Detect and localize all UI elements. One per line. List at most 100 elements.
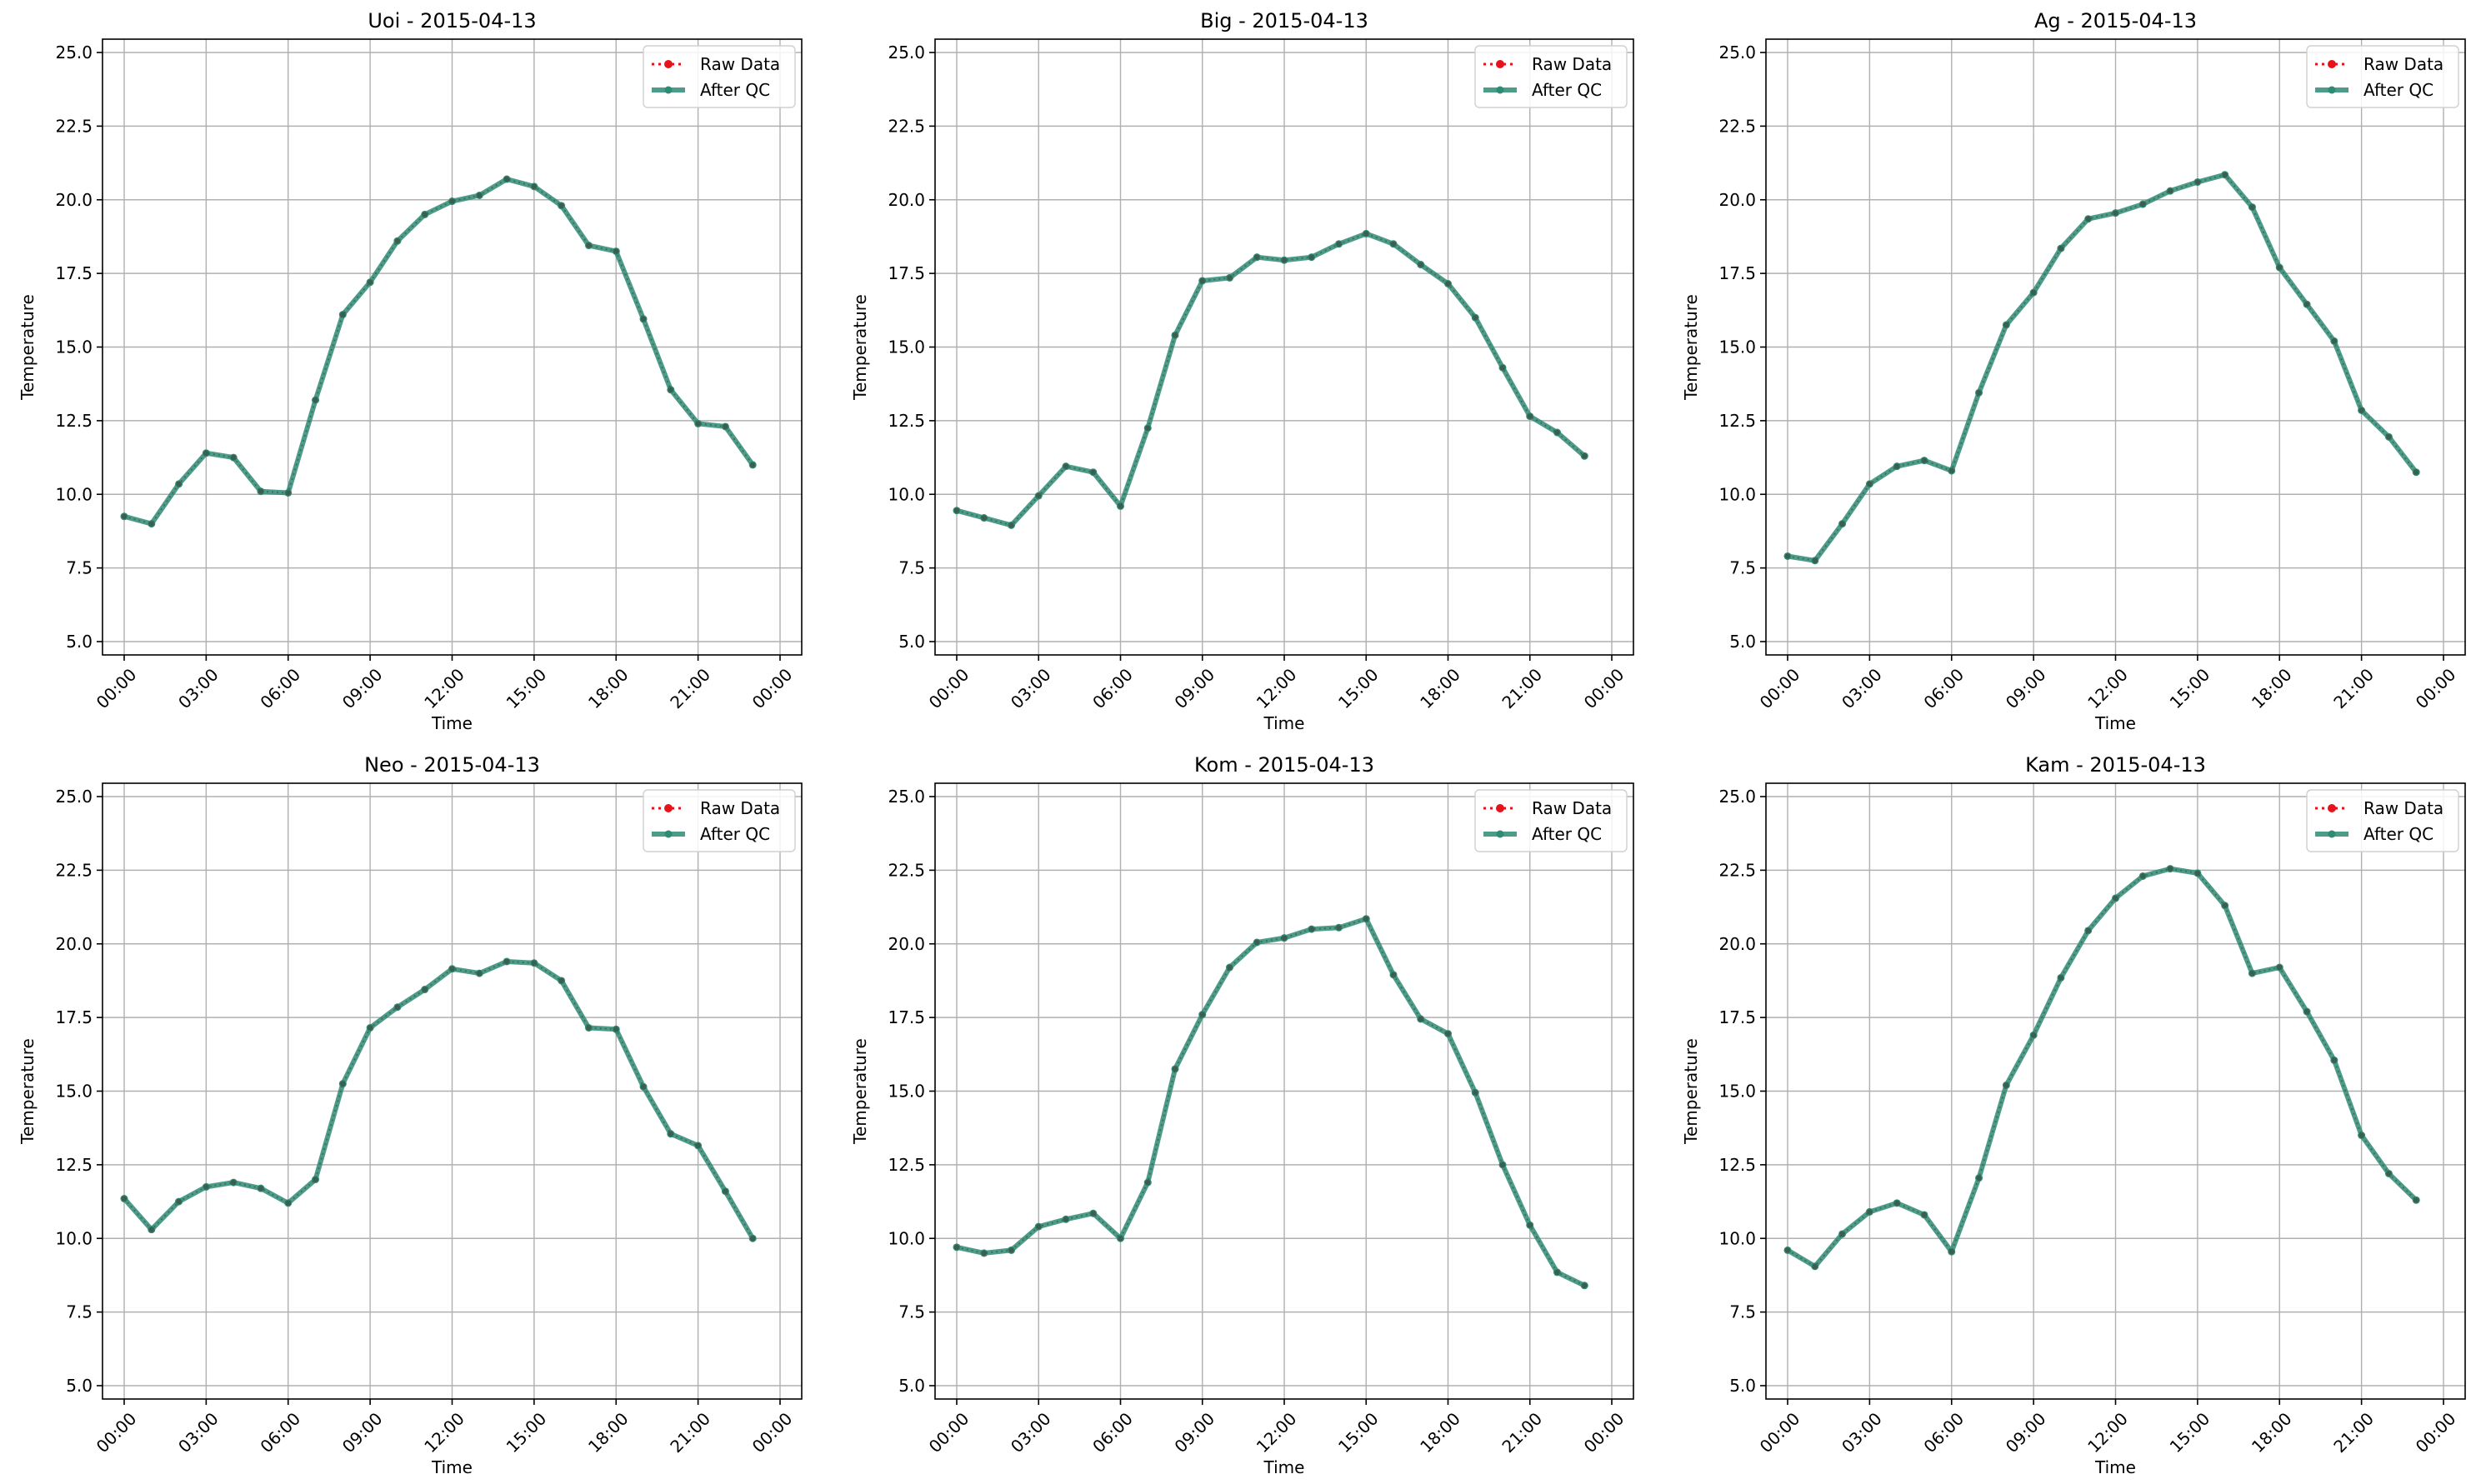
raw-data-point bbox=[176, 481, 182, 487]
legend-raw-marker bbox=[664, 804, 673, 812]
y-tick-label: 12.5 bbox=[55, 411, 93, 431]
y-tick-label: 15.0 bbox=[888, 337, 925, 357]
y-tick-label: 25.0 bbox=[888, 787, 925, 807]
grid bbox=[1766, 39, 2465, 655]
y-tick-label: 22.5 bbox=[55, 116, 93, 136]
x-tick-label: 06:00 bbox=[1919, 1408, 1968, 1457]
y-tick-label: 15.0 bbox=[1718, 337, 1756, 357]
raw-data-point bbox=[449, 966, 455, 972]
y-tick-label: 15.0 bbox=[55, 1082, 93, 1102]
raw-data-point bbox=[1336, 925, 1342, 931]
after-qc-line bbox=[1787, 172, 2418, 563]
raw-data-point bbox=[2085, 927, 2091, 934]
raw-data-point bbox=[313, 397, 318, 403]
raw-data-point bbox=[2140, 873, 2146, 879]
x-tick-label: 15:00 bbox=[503, 1408, 551, 1457]
y-tick-label: 17.5 bbox=[888, 1007, 925, 1027]
legend: Raw Data After QC bbox=[2306, 45, 2459, 108]
raw-data-point bbox=[981, 1250, 987, 1257]
raw-data-point bbox=[2113, 895, 2118, 902]
legend-qc-marker bbox=[664, 86, 673, 94]
raw-data-point bbox=[1867, 1209, 1873, 1215]
x-tick-label: 12:00 bbox=[420, 1408, 468, 1457]
y-tick-label: 22.5 bbox=[1718, 860, 1756, 880]
subplot-title: Uoi - 2015-04-13 bbox=[368, 9, 536, 32]
raw-data-point bbox=[723, 1188, 728, 1194]
y-axis-label: Temperature bbox=[18, 1038, 38, 1145]
raw-data-point bbox=[1499, 365, 1506, 371]
x-tick-label: 21:00 bbox=[1498, 1408, 1546, 1457]
x-tick-label: 09:00 bbox=[2002, 664, 2050, 712]
y-tick-label: 10.0 bbox=[1718, 484, 1756, 504]
raw-data-point bbox=[2358, 407, 2364, 413]
series-raw-data bbox=[1784, 866, 2419, 1270]
legend-qc-marker bbox=[1496, 830, 1504, 838]
subplot-1: 5.0 7.5 10.0 12.5 15.0 17.5 20.0 22.5 25.0 00:00 0… bbox=[18, 9, 803, 733]
raw-data-point bbox=[422, 987, 428, 992]
grid bbox=[935, 783, 1633, 1399]
raw-data-point bbox=[1418, 1016, 1423, 1022]
y-tick-label: 20.0 bbox=[888, 190, 925, 210]
raw-data-point bbox=[2249, 204, 2255, 210]
y-tick-label: 17.5 bbox=[55, 1007, 93, 1027]
y-tick-label: 10.0 bbox=[55, 1228, 93, 1248]
y-tick-label: 22.5 bbox=[888, 116, 925, 136]
raw-data-point bbox=[503, 176, 510, 182]
raw-data-point bbox=[695, 1142, 701, 1149]
x-tick-label: 15:00 bbox=[1334, 664, 1383, 712]
x-tick-label: 18:00 bbox=[2248, 1408, 2296, 1457]
raw-data-point bbox=[668, 1131, 674, 1137]
raw-data-point bbox=[1118, 1236, 1123, 1242]
x-axis-label: Time bbox=[1263, 713, 1305, 733]
raw-data-point bbox=[203, 450, 209, 456]
x-tick-label: 15:00 bbox=[2166, 664, 2214, 712]
x-tick-label: 00:00 bbox=[748, 664, 797, 712]
raw-data-point bbox=[1281, 935, 1288, 941]
y-axis-label: Temperature bbox=[1681, 1038, 1701, 1145]
subplot-title: Kam - 2015-04-13 bbox=[2025, 753, 2206, 777]
y-axis-label: Temperature bbox=[850, 294, 870, 401]
raw-data-point bbox=[1363, 916, 1369, 922]
y-tick-label: 22.5 bbox=[888, 860, 925, 880]
x-tick-label: 12:00 bbox=[2083, 664, 2132, 712]
raw-data-point bbox=[367, 1025, 373, 1031]
raw-data-point bbox=[2113, 210, 2118, 216]
raw-data-point bbox=[1090, 1211, 1096, 1217]
x-tick-label: 15:00 bbox=[1334, 1408, 1383, 1457]
x-tick-label: 06:00 bbox=[1088, 1408, 1137, 1457]
after-qc-line bbox=[122, 958, 755, 1240]
raw-data-line bbox=[956, 917, 1585, 1287]
raw-data-point bbox=[313, 1177, 318, 1182]
raw-data-point bbox=[2003, 1082, 2009, 1088]
x-tick-label: 00:00 bbox=[93, 1408, 141, 1457]
legend: Raw Data After QC bbox=[1474, 45, 1628, 108]
raw-data-point bbox=[1499, 1162, 1506, 1168]
raw-data-point bbox=[1390, 241, 1397, 247]
y-tick-label: 7.5 bbox=[66, 1302, 93, 1322]
raw-data-point bbox=[1063, 463, 1069, 469]
raw-data-point bbox=[394, 1004, 401, 1010]
subplot-5: 5.0 7.5 10.0 12.5 15.0 17.5 20.0 22.5 25.0 00:00 0… bbox=[850, 753, 1634, 1477]
raw-data-point bbox=[1784, 1247, 1791, 1253]
y-tick-label: 17.5 bbox=[888, 263, 925, 283]
raw-data-point bbox=[1554, 1269, 1560, 1276]
subplot-2: 5.0 7.5 10.0 12.5 15.0 17.5 20.0 22.5 25.0 00:00 0… bbox=[850, 9, 1634, 733]
y-tick-label: 10.0 bbox=[55, 484, 93, 504]
grid bbox=[1766, 783, 2465, 1399]
series-raw-data bbox=[121, 176, 756, 527]
legend-raw-label: Raw Data bbox=[700, 54, 780, 74]
raw-data-point bbox=[2303, 302, 2310, 307]
series-after-qc bbox=[120, 175, 757, 528]
x-tick-label: 00:00 bbox=[925, 1408, 973, 1457]
raw-data-point bbox=[1172, 332, 1178, 338]
legend: Raw Data After QC bbox=[2306, 789, 2459, 852]
raw-data-point bbox=[1582, 453, 1588, 459]
x-tick-label: 09:00 bbox=[2002, 1408, 2050, 1457]
y-tick-label: 25.0 bbox=[55, 787, 93, 807]
x-tick-label: 03:00 bbox=[174, 1408, 223, 1457]
y-tick-label: 10.0 bbox=[1718, 1228, 1756, 1248]
raw-data-point bbox=[1336, 241, 1342, 247]
raw-data-point bbox=[1227, 275, 1233, 281]
y-tick-label: 7.5 bbox=[898, 1302, 925, 1322]
raw-data-point bbox=[340, 312, 346, 317]
